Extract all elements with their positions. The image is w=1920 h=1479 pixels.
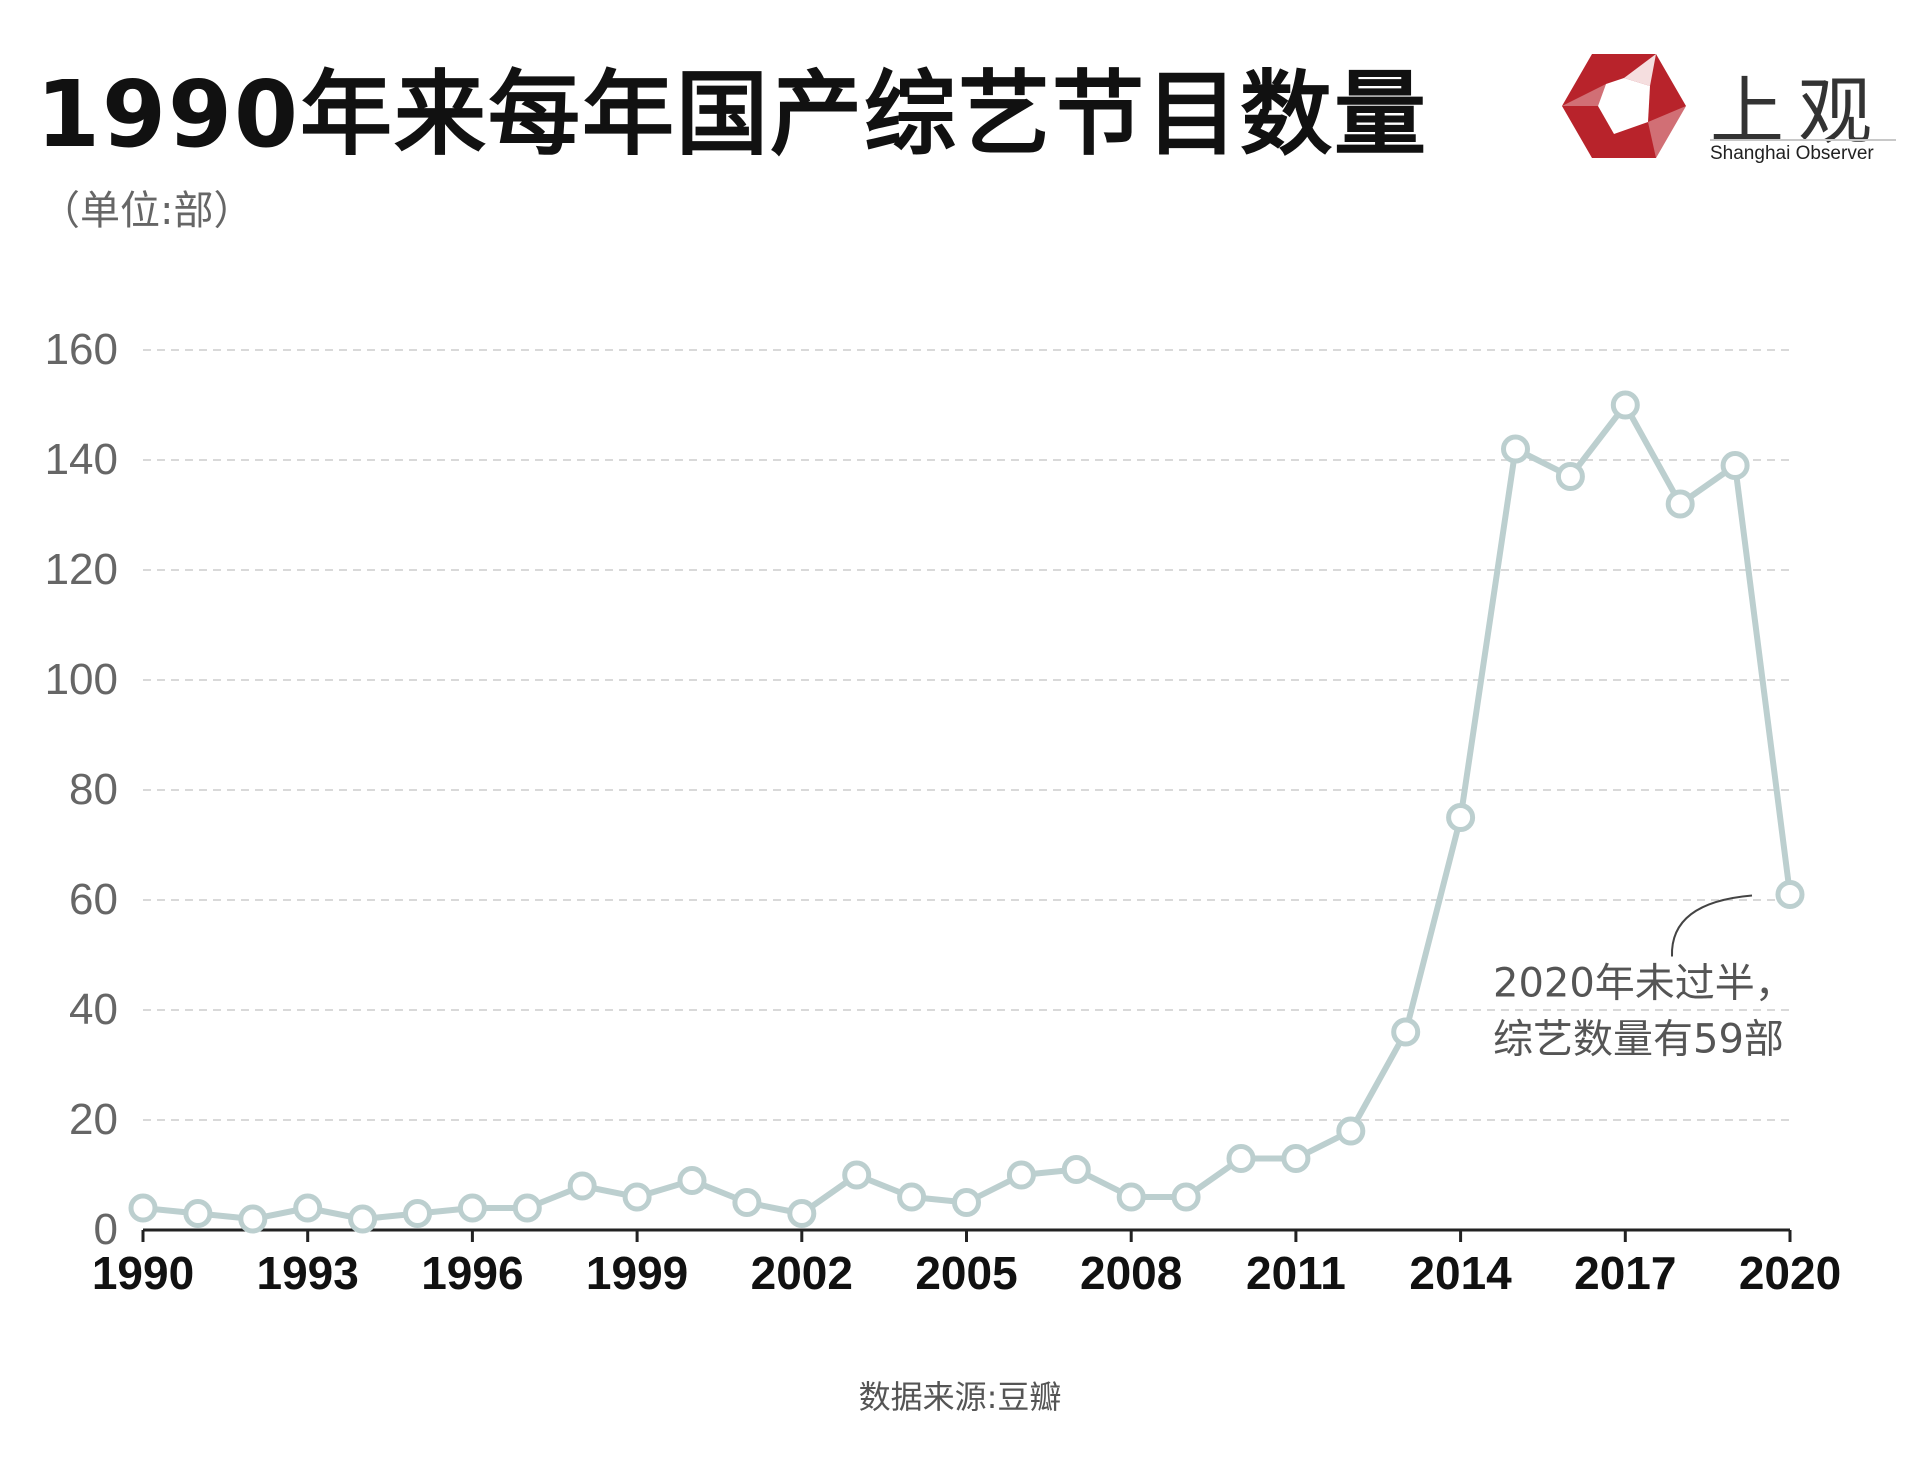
data-point (567, 1171, 597, 1201)
annotation-leader-line (1670, 894, 1753, 957)
data-point (1226, 1144, 1256, 1173)
data-point (787, 1199, 817, 1228)
data-point (1116, 1182, 1146, 1212)
data-point (293, 1193, 323, 1223)
x-tick-label: 1990 (92, 1247, 194, 1299)
data-point (1446, 803, 1476, 832)
y-tick-label: 0 (94, 1205, 118, 1254)
y-tick-label: 140 (45, 435, 118, 484)
data-point (183, 1199, 213, 1228)
data-point (1555, 462, 1585, 491)
data-point (622, 1182, 652, 1212)
y-tick-label: 20 (69, 1095, 118, 1144)
data-point (677, 1166, 707, 1195)
annotation-text-line: 综艺数量有59部 (1493, 1017, 1784, 1063)
y-tick-label: 100 (45, 655, 118, 704)
x-tick-label: 2014 (1409, 1247, 1512, 1299)
y-tick-label: 60 (69, 875, 118, 924)
logo-divider (1710, 139, 1896, 141)
data-point (348, 1204, 378, 1234)
data-point (1281, 1144, 1311, 1173)
data-point (1336, 1116, 1366, 1146)
x-tick-label: 2005 (915, 1247, 1017, 1299)
y-tick-label: 80 (69, 765, 118, 814)
logo-english-text: Shanghai Observer (1710, 143, 1874, 164)
data-point (128, 1193, 158, 1223)
data-point (1501, 434, 1530, 464)
y-tick-label: 40 (69, 985, 118, 1034)
data-point (1665, 489, 1695, 519)
data-source: 数据来源:豆瓣 (858, 1378, 1062, 1416)
data-point (1720, 451, 1750, 480)
x-tick-label: 1996 (421, 1247, 523, 1299)
chart-title: 1990年来每年国产综艺节目数量 (36, 61, 1429, 168)
x-tick-label: 1993 (257, 1247, 359, 1299)
line-chart: 0 20 40 60 80 100 120 140 160 1990 1993 1996 1999 200… (45, 325, 1842, 1299)
data-point (403, 1199, 432, 1228)
data-point (952, 1188, 981, 1217)
x-tick-label: 2011 (1246, 1247, 1346, 1299)
data-point (842, 1160, 872, 1190)
data-point (512, 1193, 542, 1223)
y-tick-label: 120 (45, 545, 118, 594)
series-line (142, 402, 1793, 1222)
annotation-text-line: 2020年未过半， (1493, 961, 1795, 1007)
data-point (1391, 1017, 1421, 1047)
shanghai-observer-logo: 上观 Shanghai Observer (1560, 50, 1900, 170)
data-point (457, 1193, 487, 1223)
data-point (897, 1182, 927, 1212)
data-point (1006, 1160, 1036, 1190)
data-point (732, 1188, 762, 1217)
unit-label: （单位:部） (40, 188, 254, 234)
data-point (1171, 1182, 1201, 1212)
x-tick-label: 2020 (1739, 1247, 1841, 1299)
data-point (238, 1204, 268, 1234)
x-tick-label: 2008 (1080, 1247, 1182, 1299)
data-point (1610, 390, 1640, 420)
x-tick-label: 1999 (586, 1247, 688, 1299)
logo-hexagon-icon (1562, 54, 1686, 158)
x-tick-label: 2017 (1574, 1247, 1676, 1299)
data-point (1061, 1155, 1091, 1184)
x-tick-label: 2002 (751, 1247, 853, 1299)
data-point (1775, 880, 1805, 909)
y-tick-label: 160 (45, 325, 118, 374)
